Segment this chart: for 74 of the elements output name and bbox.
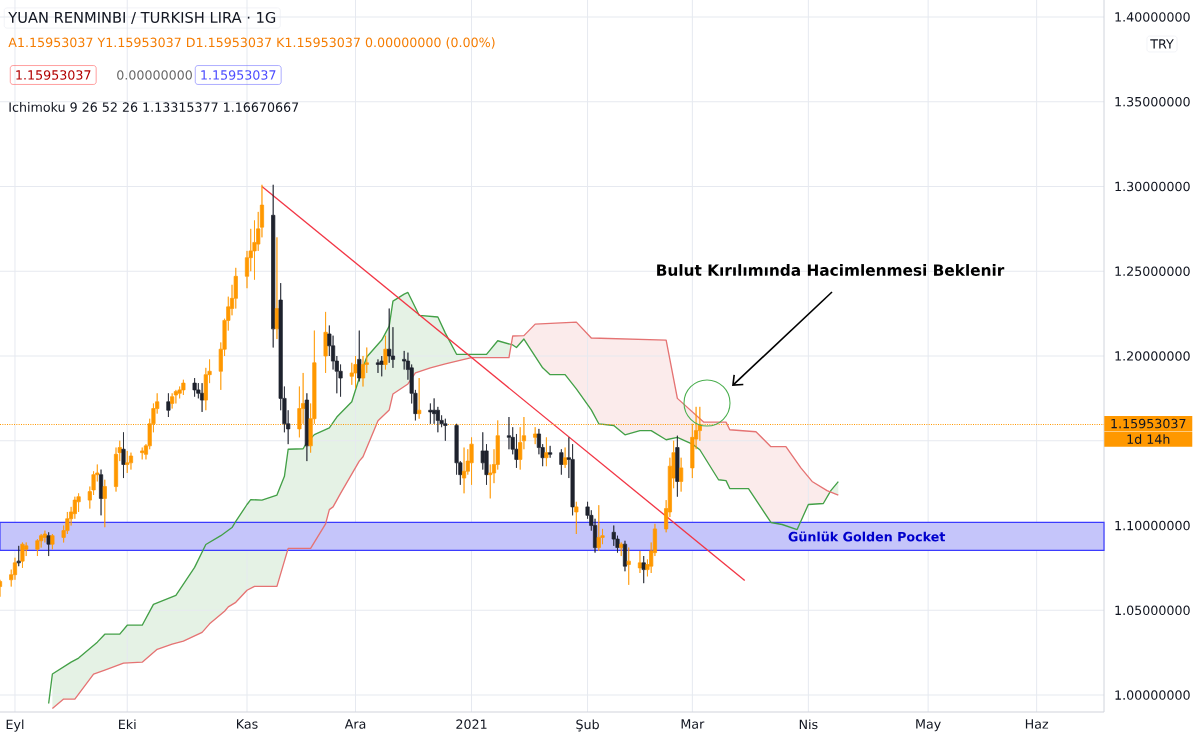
annotation: Bulut Kırılımında Hacimlenmesi Beklenir (657, 264, 1005, 276)
candlestick (679, 457, 684, 492)
annotation: A1.15953037 Y1.15953037 D1.15953037 K1.15953037 0.00000000 (0.00%) (8, 37, 495, 49)
text: 1d 14h (1127, 434, 1170, 445)
candlestick (274, 236, 279, 340)
text: YUAN RENMINBI / TURKISH LIRA · 1G (8, 11, 276, 25)
y-tick-label: 1.00000000 (1115, 690, 1190, 700)
candlestick (544, 437, 549, 467)
y-tick-label: 1.40000000 (1115, 12, 1190, 22)
candlestick (20, 542, 25, 569)
y-tick-label: 1.30000000 (1115, 181, 1190, 192)
candlestick (353, 355, 358, 389)
x-tick-label: Haz (1025, 719, 1049, 729)
candlestick (469, 437, 474, 486)
y-tick-label: 1.35000000 (1115, 96, 1190, 107)
y-tick-label: 1.25000000 (1115, 266, 1190, 277)
candlestick (563, 447, 568, 469)
annotation: 1.15953037 (16, 70, 91, 80)
x-tick-label: Kas (237, 719, 258, 729)
text: TRY (1150, 39, 1174, 49)
candlestick (140, 447, 145, 460)
candlestick (574, 501, 579, 535)
candlestick (16, 545, 21, 567)
candlestick (128, 452, 134, 470)
candlestick (181, 379, 186, 396)
candlestick (383, 335, 388, 370)
candlestick (387, 308, 392, 364)
x-tick-label: Eki (119, 719, 136, 729)
ref-line-label: 1.15953037 (1111, 418, 1186, 429)
candlestick (98, 469, 104, 516)
candlestick (35, 538, 40, 557)
candlestick (506, 416, 512, 450)
candlestick (548, 445, 553, 459)
y-tick-label: 1.10000000 (1115, 520, 1190, 531)
candlestick (675, 435, 680, 498)
candlestick (641, 555, 646, 584)
annotation: Ichimoku 9 26 52 26 1.13315377 1.16670667 (9, 102, 299, 112)
candlestick (559, 448, 564, 476)
candlestick (121, 431, 126, 479)
x-tick-label: Eyl (6, 719, 24, 732)
candlestick (50, 533, 55, 550)
candlestick (166, 392, 171, 418)
x-tick-label: Nis (799, 719, 818, 730)
candlestick (379, 355, 384, 377)
x-tick-label: May (916, 719, 941, 732)
candlestick (200, 382, 205, 413)
candlestick (637, 550, 642, 574)
candlestick (304, 392, 309, 462)
candlestick (323, 311, 328, 374)
x-tick-label: 2021 (456, 719, 487, 729)
x-tick-label: Mar (681, 719, 705, 729)
candlestick (102, 479, 107, 528)
candlestick (533, 426, 538, 445)
candlestick (443, 418, 448, 442)
candlestick (170, 392, 175, 409)
x-tick-label: Ara (344, 719, 366, 729)
candlestick (626, 547, 631, 586)
annotation: 0.00000000 (117, 70, 192, 80)
candlestick (271, 184, 276, 348)
x-tick-label: Şub (576, 719, 599, 732)
candlestick (417, 377, 422, 420)
candlestick (125, 450, 130, 474)
annotation: 1.15953037 (201, 70, 276, 80)
y-tick-label: 1.20000000 (1115, 351, 1190, 361)
candlestick (596, 504, 601, 552)
y-tick-label: 1.05000000 (1115, 605, 1190, 616)
candlestick (619, 542, 624, 557)
candlestick (357, 330, 362, 382)
candlestick (462, 447, 467, 494)
candlestick (622, 540, 628, 572)
candlestick (375, 359, 381, 374)
candlestick (46, 531, 51, 557)
band-label: Günlük Golden Pocket (788, 531, 946, 542)
candlestick (192, 377, 197, 398)
